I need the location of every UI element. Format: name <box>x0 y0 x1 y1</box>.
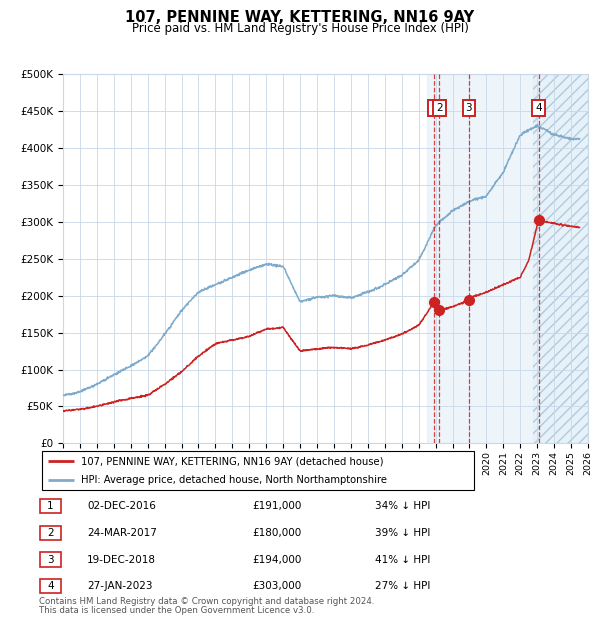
Text: 02-DEC-2016: 02-DEC-2016 <box>87 501 156 512</box>
Text: 3: 3 <box>466 102 472 113</box>
Text: 107, PENNINE WAY, KETTERING, NN16 9AY: 107, PENNINE WAY, KETTERING, NN16 9AY <box>125 10 475 25</box>
FancyBboxPatch shape <box>40 579 61 593</box>
FancyBboxPatch shape <box>40 552 61 567</box>
Text: 39% ↓ HPI: 39% ↓ HPI <box>375 528 430 538</box>
Text: 1: 1 <box>431 102 437 113</box>
Text: 24-MAR-2017: 24-MAR-2017 <box>87 528 157 538</box>
Text: 3: 3 <box>47 554 54 565</box>
Bar <box>533 74 588 443</box>
Bar <box>427 74 588 443</box>
Text: 2: 2 <box>47 528 54 538</box>
Text: £303,000: £303,000 <box>252 581 301 591</box>
Text: 34% ↓ HPI: 34% ↓ HPI <box>375 501 430 512</box>
Text: £191,000: £191,000 <box>252 501 301 512</box>
Text: Price paid vs. HM Land Registry's House Price Index (HPI): Price paid vs. HM Land Registry's House … <box>131 22 469 35</box>
Text: £194,000: £194,000 <box>252 554 301 565</box>
Text: HPI: Average price, detached house, North Northamptonshire: HPI: Average price, detached house, Nort… <box>81 475 387 485</box>
FancyBboxPatch shape <box>40 526 61 540</box>
Text: 41% ↓ HPI: 41% ↓ HPI <box>375 554 430 565</box>
Text: 107, PENNINE WAY, KETTERING, NN16 9AY (detached house): 107, PENNINE WAY, KETTERING, NN16 9AY (d… <box>81 456 383 466</box>
FancyBboxPatch shape <box>42 451 474 490</box>
Text: £180,000: £180,000 <box>252 528 301 538</box>
Bar <box>533 74 588 443</box>
Text: 19-DEC-2018: 19-DEC-2018 <box>87 554 156 565</box>
Text: 2: 2 <box>436 102 443 113</box>
Text: 4: 4 <box>47 581 54 591</box>
Text: 4: 4 <box>535 102 542 113</box>
Text: 1: 1 <box>47 501 54 512</box>
Text: This data is licensed under the Open Government Licence v3.0.: This data is licensed under the Open Gov… <box>39 606 314 615</box>
FancyBboxPatch shape <box>40 499 61 513</box>
Text: Contains HM Land Registry data © Crown copyright and database right 2024.: Contains HM Land Registry data © Crown c… <box>39 597 374 606</box>
Text: 27% ↓ HPI: 27% ↓ HPI <box>375 581 430 591</box>
Text: 27-JAN-2023: 27-JAN-2023 <box>87 581 152 591</box>
